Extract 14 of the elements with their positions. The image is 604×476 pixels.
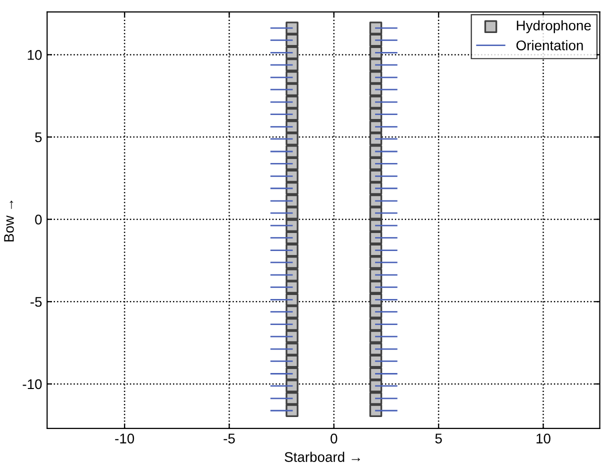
- legend-label: Orientation: [516, 40, 583, 50]
- y-tick-label: 10: [28, 50, 42, 60]
- x-tick-label: 0: [330, 434, 338, 444]
- y-tick-label: -10: [22, 379, 42, 390]
- y-axis-title: Bow →: [4, 200, 14, 242]
- x-tick-label: 5: [435, 434, 442, 444]
- x-tick-label: 10: [536, 434, 550, 444]
- y-tick-label: 5: [35, 132, 42, 142]
- x-axis-title: Starboard →: [284, 452, 360, 462]
- legend-label: Hydrophone: [516, 20, 591, 34]
- x-tick-label: -10: [115, 434, 134, 444]
- y-tick-label: 0: [35, 214, 42, 224]
- x-tick-label: -5: [224, 434, 235, 444]
- y-tick-label: -5: [30, 297, 42, 307]
